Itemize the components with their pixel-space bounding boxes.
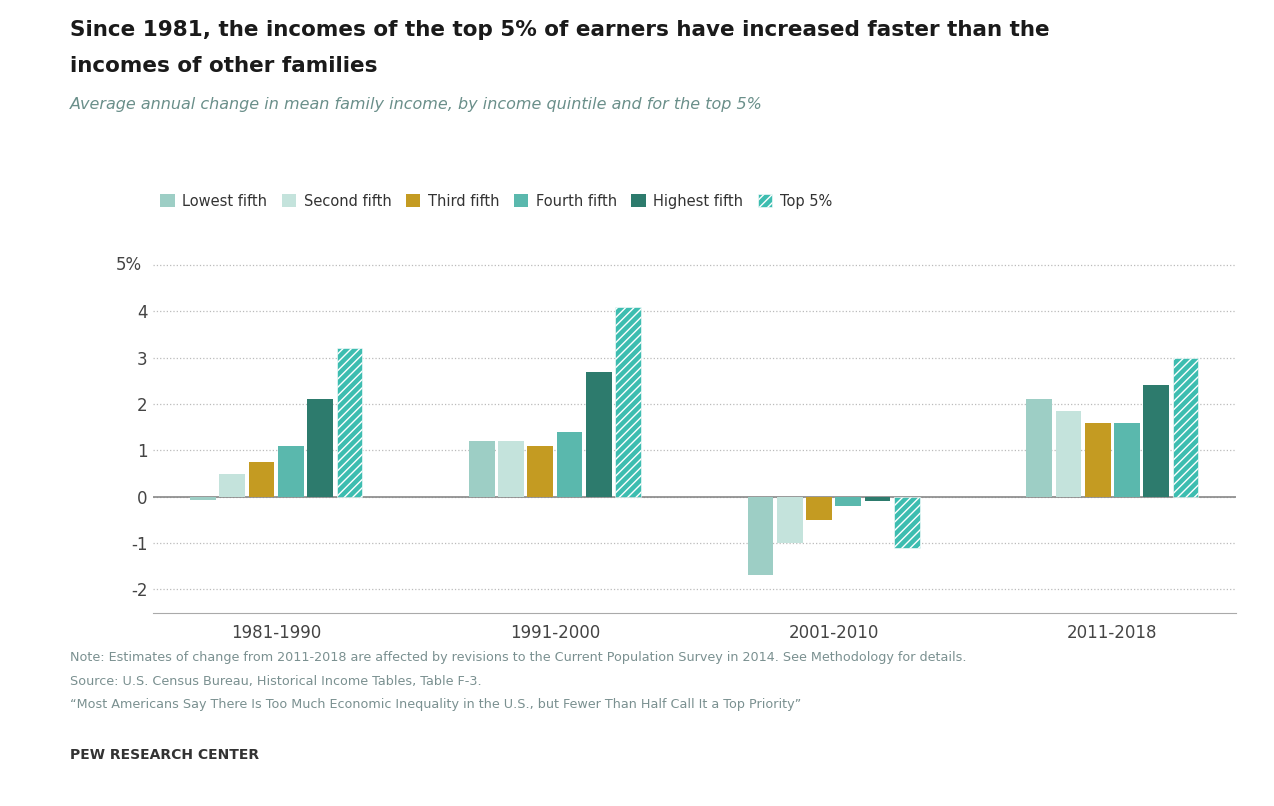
Bar — [1027, 399, 1052, 496]
Bar — [1144, 385, 1170, 496]
Bar — [219, 473, 245, 496]
Bar — [865, 496, 891, 501]
Bar — [748, 496, 773, 575]
Text: Since 1981, the incomes of the top 5% of earners have increased faster than the: Since 1981, the incomes of the top 5% of… — [70, 20, 1050, 40]
Text: incomes of other families: incomes of other families — [70, 56, 377, 77]
Bar — [307, 399, 333, 496]
Bar — [615, 307, 641, 496]
Text: PEW RESEARCH CENTER: PEW RESEARCH CENTER — [70, 748, 259, 762]
Bar — [336, 348, 362, 496]
Bar — [806, 496, 832, 520]
Bar — [894, 496, 920, 548]
Bar — [586, 372, 612, 496]
Text: “Most Americans Say There Is Too Much Economic Inequality in the U.S., but Fewer: “Most Americans Say There Is Too Much Ec… — [70, 698, 801, 711]
Bar — [1056, 411, 1082, 496]
Bar — [1115, 422, 1140, 496]
Bar — [1173, 358, 1199, 496]
Bar — [248, 462, 274, 496]
Bar — [777, 496, 803, 543]
Text: Source: U.S. Census Bureau, Historical Income Tables, Table F-3.: Source: U.S. Census Bureau, Historical I… — [70, 675, 482, 688]
Bar — [190, 496, 215, 501]
Text: Note: Estimates of change from 2011-2018 are affected by revisions to the Curren: Note: Estimates of change from 2011-2018… — [70, 651, 967, 664]
Bar — [836, 496, 861, 506]
Bar — [557, 432, 582, 496]
Bar — [469, 441, 494, 496]
Text: 5%: 5% — [116, 256, 143, 274]
Text: Average annual change in mean family income, by income quintile and for the top : Average annual change in mean family inc… — [70, 97, 763, 112]
Legend: Lowest fifth, Second fifth, Third fifth, Fourth fifth, Highest fifth, Top 5%: Lowest fifth, Second fifth, Third fifth,… — [161, 193, 832, 209]
Bar — [498, 441, 524, 496]
Bar — [527, 446, 553, 496]
Bar — [1085, 422, 1111, 496]
Bar — [278, 446, 303, 496]
